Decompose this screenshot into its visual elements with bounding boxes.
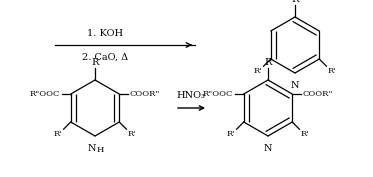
Text: R': R' (300, 130, 309, 138)
Text: R': R' (227, 130, 236, 138)
Text: R': R' (128, 130, 136, 138)
Text: N: N (264, 144, 272, 153)
Text: H: H (96, 146, 104, 154)
Text: R': R' (54, 130, 63, 138)
Text: R': R' (254, 67, 263, 75)
Text: R"OOC: R"OOC (30, 90, 60, 98)
Text: N: N (88, 144, 96, 153)
Text: R: R (291, 0, 299, 4)
Text: R"OOC: R"OOC (203, 90, 233, 98)
Text: R: R (264, 58, 272, 67)
Text: 1. KOH: 1. KOH (87, 29, 123, 38)
Text: R': R' (327, 67, 336, 75)
Text: R: R (91, 58, 99, 67)
Text: COOR": COOR" (130, 90, 160, 98)
Text: N: N (291, 81, 299, 90)
Text: HNO₃: HNO₃ (176, 91, 206, 100)
Text: COOR": COOR" (303, 90, 333, 98)
Text: 2. CaO, Δ: 2. CaO, Δ (82, 53, 128, 62)
